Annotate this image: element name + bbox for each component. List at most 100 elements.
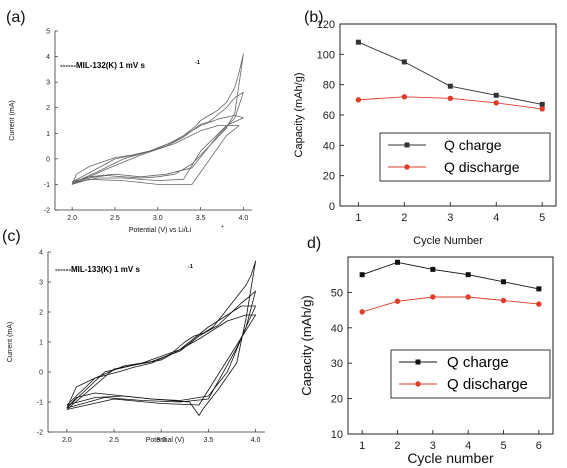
legend-label: ------MIL-133(K) 1 mV s bbox=[55, 265, 140, 274]
x-tick-label: 2.5 bbox=[110, 215, 120, 222]
data-point-discharge bbox=[500, 297, 507, 304]
data-point-discharge bbox=[355, 97, 362, 103]
x-axis-label: Cycle number bbox=[407, 450, 494, 466]
y-tick-label: 2 bbox=[46, 105, 50, 112]
x-axis-label: Potential (V) vs Li/Li bbox=[129, 227, 192, 234]
data-point-discharge bbox=[493, 100, 499, 106]
y-tick-label: 40 bbox=[323, 140, 335, 152]
series-line-charge bbox=[358, 41, 543, 105]
data-point-discharge bbox=[465, 294, 471, 300]
data-point-charge bbox=[536, 286, 542, 292]
y-tick-label: 5 bbox=[46, 29, 50, 36]
data-point-charge bbox=[493, 92, 499, 98]
data-point-discharge bbox=[536, 301, 542, 307]
y-tick-label: 30 bbox=[331, 358, 343, 370]
y-tick-label: 20 bbox=[323, 171, 335, 183]
cv-curve bbox=[71, 115, 244, 184]
x-tick-label: 2 bbox=[401, 212, 407, 224]
cv-curve bbox=[66, 305, 257, 409]
legend-label: ------MIL-132(K) 1 mV s bbox=[60, 61, 145, 70]
x-tick-label: 3.5 bbox=[196, 215, 206, 222]
y-tick-label: 120 bbox=[317, 19, 335, 31]
x-tick-label: 4.0 bbox=[239, 215, 249, 222]
data-point-discharge bbox=[359, 309, 365, 315]
y-tick-label: 40 bbox=[331, 323, 343, 335]
legend-entry-label: Q charge bbox=[444, 137, 502, 153]
y-axis-label: Capacity (mAh/g) bbox=[293, 73, 305, 158]
x-axis-label-superscript: + bbox=[221, 224, 224, 230]
x-tick-label: 1 bbox=[355, 212, 361, 224]
y-tick-label: -2 bbox=[37, 430, 43, 437]
data-point-charge bbox=[394, 259, 400, 265]
data-point-discharge bbox=[394, 298, 401, 304]
y-axis-label: Current (mA) bbox=[9, 100, 16, 140]
legend-marker-circle bbox=[404, 164, 410, 170]
x-tick-label: 4 bbox=[465, 440, 471, 452]
cv-curve bbox=[66, 290, 257, 406]
y-tick-label: 4 bbox=[39, 250, 43, 257]
plot-frame bbox=[347, 256, 554, 435]
legend-superscript: -1 bbox=[195, 60, 200, 66]
x-tick-label: 3.5 bbox=[204, 437, 214, 444]
data-point-discharge bbox=[430, 294, 436, 300]
x-tick-label: 1 bbox=[359, 440, 365, 452]
legend-superscript: -1 bbox=[188, 264, 193, 270]
legend-entry-label: Q discharge bbox=[447, 376, 528, 393]
series-line-charge bbox=[361, 261, 539, 290]
panel-label: (c) bbox=[2, 228, 21, 245]
y-axis-label: Current (mA) bbox=[7, 322, 14, 362]
data-point-charge bbox=[447, 83, 453, 89]
data-point-charge bbox=[355, 39, 361, 45]
legend-marker-circle bbox=[415, 381, 421, 387]
y-tick-label: 60 bbox=[323, 110, 335, 122]
x-tick-label: 4 bbox=[493, 212, 499, 224]
x-tick-label: 5 bbox=[539, 212, 545, 224]
cv-curve bbox=[71, 125, 240, 185]
y-tick-label: 1 bbox=[39, 340, 43, 347]
x-tick-label: 5 bbox=[500, 440, 506, 452]
x-tick-label: 3 bbox=[447, 212, 453, 224]
x-axis-label: Cycle Number bbox=[413, 235, 483, 247]
y-tick-label: 100 bbox=[317, 49, 335, 61]
legend-entry-label: Q discharge bbox=[444, 159, 520, 175]
data-point-charge bbox=[359, 272, 365, 278]
data-point-charge bbox=[465, 272, 471, 278]
panel-label: (a) bbox=[6, 9, 26, 26]
y-axis-label: Capacity (mAh/g) bbox=[299, 295, 314, 395]
y-tick-label: 3 bbox=[39, 280, 43, 287]
y-tick-label: 10 bbox=[331, 429, 343, 441]
x-tick-label: 2.5 bbox=[109, 437, 119, 444]
y-tick-label: -1 bbox=[44, 182, 50, 189]
data-point-charge bbox=[539, 101, 545, 107]
x-tick-label: 6 bbox=[536, 440, 542, 452]
legend-entry-label: Q charge bbox=[447, 354, 509, 371]
y-tick-label: 3 bbox=[46, 80, 50, 87]
y-tick-label: -2 bbox=[44, 208, 50, 215]
legend-marker-square bbox=[404, 142, 410, 148]
panel-label: (b) bbox=[304, 9, 324, 26]
x-axis-label: Potential (V) bbox=[146, 437, 185, 444]
x-tick-label: 2.0 bbox=[62, 437, 72, 444]
x-tick-label: 2.0 bbox=[67, 215, 77, 222]
y-tick-label: 50 bbox=[331, 287, 343, 299]
x-tick-label: 2 bbox=[394, 440, 400, 452]
legend-box bbox=[390, 349, 551, 399]
x-tick-label: 3.0 bbox=[156, 437, 166, 444]
data-point-discharge bbox=[447, 95, 453, 102]
y-tick-label: 80 bbox=[323, 80, 335, 92]
y-tick-label: 1 bbox=[46, 131, 50, 138]
data-point-discharge bbox=[401, 94, 408, 100]
data-point-charge bbox=[401, 59, 407, 65]
x-tick-label: 4.0 bbox=[251, 437, 261, 444]
y-tick-label: 20 bbox=[331, 394, 343, 406]
data-point-charge bbox=[501, 279, 507, 285]
y-tick-label: 2 bbox=[39, 310, 43, 317]
y-tick-label: 0 bbox=[39, 370, 43, 377]
y-tick-label: -1 bbox=[37, 400, 43, 407]
panel-label: d) bbox=[307, 235, 321, 252]
x-tick-label: 3.0 bbox=[153, 215, 163, 222]
series-line-discharge bbox=[361, 296, 539, 313]
cv-curve bbox=[66, 314, 257, 410]
y-tick-label: 0 bbox=[329, 201, 335, 213]
